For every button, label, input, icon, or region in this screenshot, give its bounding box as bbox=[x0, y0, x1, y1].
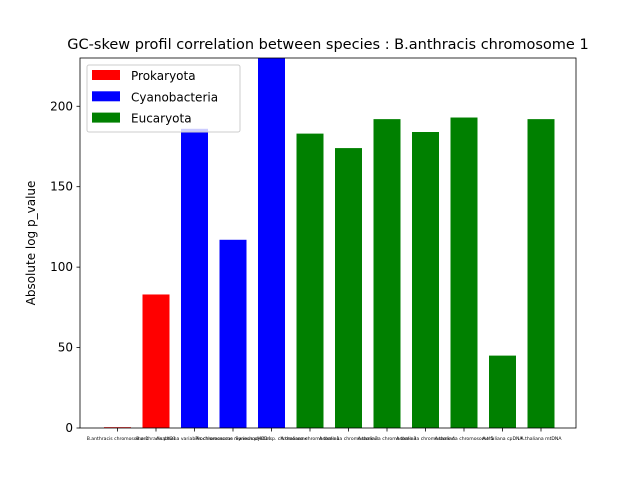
y-tick-label: 150 bbox=[50, 180, 73, 194]
y-tick-label: 200 bbox=[50, 99, 73, 113]
bar-4 bbox=[219, 239, 247, 428]
bar-2 bbox=[142, 294, 170, 428]
x-tick-label: A.thaliana chromosome 2 bbox=[319, 436, 378, 442]
legend-label: Cyanobacteria bbox=[131, 90, 218, 104]
bar-6 bbox=[296, 133, 324, 428]
chart-title: GC-skew profil correlation between speci… bbox=[67, 37, 588, 53]
x-axis-ticks: B.anthracis chromosome 1B.anthracis pXO1… bbox=[87, 428, 563, 442]
legend-label: Prokaryota bbox=[131, 69, 196, 83]
x-tick-label: A.thaliana cpDNA bbox=[482, 436, 523, 442]
bar-11 bbox=[489, 355, 516, 428]
bar-5 bbox=[258, 58, 285, 428]
x-tick-label: A.thaliana chromosome 3 bbox=[358, 436, 417, 442]
y-tick-label: 50 bbox=[58, 341, 73, 355]
x-tick-label: Anabaena variabilis chromosome bbox=[156, 436, 233, 442]
x-tick-label: Prochlorococcus marinus pMED4 bbox=[196, 436, 271, 442]
y-tick-label: 0 bbox=[65, 421, 73, 435]
legend-swatch bbox=[92, 70, 120, 80]
legend-swatch bbox=[92, 112, 120, 123]
x-tick-label: A.thaliana chromosome 5 bbox=[435, 436, 494, 442]
plot-frame bbox=[79, 57, 577, 429]
legend-label: Eucaryota bbox=[131, 112, 192, 126]
legend-swatch bbox=[92, 91, 120, 102]
x-tick-label: A.thaliana chromosome 1 bbox=[281, 436, 340, 442]
bar-8 bbox=[373, 119, 401, 428]
bar-3 bbox=[181, 128, 208, 429]
bar-12 bbox=[527, 119, 555, 428]
x-tick-label: B.anthracis chromosome 1 bbox=[87, 436, 149, 442]
x-tick-label: A.thaliana mtDNA bbox=[521, 436, 563, 442]
y-axis-ticks: 0 50 100 150 200 bbox=[50, 99, 80, 435]
y-tick-label: 100 bbox=[50, 260, 73, 274]
x-tick-label: Synechocystis sp. chromosome bbox=[235, 436, 307, 442]
legend: Prokaryota Cyanobacteria Eucaryota bbox=[86, 64, 241, 133]
legend-box bbox=[86, 64, 241, 133]
x-tick-label: A.thaliana chromosome 4 bbox=[396, 436, 455, 442]
bar-1 bbox=[104, 427, 131, 428]
bar-10 bbox=[450, 117, 478, 429]
x-tick-label: B.anthracis pXO1 bbox=[136, 436, 176, 442]
bar-7 bbox=[335, 148, 362, 428]
bars bbox=[104, 58, 555, 429]
bar-9 bbox=[412, 132, 439, 428]
y-axis-label: Absolute log p_value bbox=[24, 181, 38, 306]
